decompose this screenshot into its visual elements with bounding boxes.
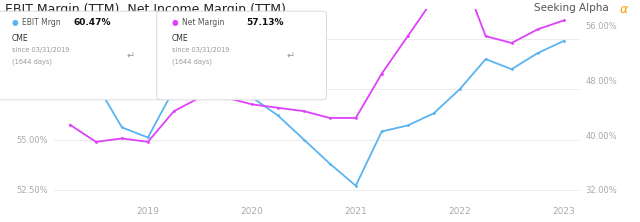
Text: Seeking Alpha: Seeking Alpha	[534, 3, 609, 13]
Text: since 03/31/2019: since 03/31/2019	[12, 47, 69, 53]
Text: ↵: ↵	[127, 51, 135, 61]
Text: ↵: ↵	[287, 51, 295, 61]
Text: CME: CME	[12, 34, 28, 44]
Text: Net Margin: Net Margin	[182, 18, 224, 27]
Text: ●: ●	[12, 18, 18, 27]
Text: ●: ●	[172, 18, 178, 27]
Text: since 03/31/2019: since 03/31/2019	[172, 47, 229, 53]
Text: (1644 days): (1644 days)	[172, 58, 211, 65]
Text: 60.47%: 60.47%	[74, 18, 111, 27]
Text: α: α	[620, 3, 628, 16]
Text: CME: CME	[172, 34, 188, 44]
Text: (1644 days): (1644 days)	[12, 58, 51, 65]
Text: 57.13%: 57.13%	[246, 18, 284, 27]
Text: EBIT Margin (TTM), Net Income Margin (TTM): EBIT Margin (TTM), Net Income Margin (TT…	[5, 3, 286, 16]
Text: EBIT Mrgn: EBIT Mrgn	[22, 18, 60, 27]
